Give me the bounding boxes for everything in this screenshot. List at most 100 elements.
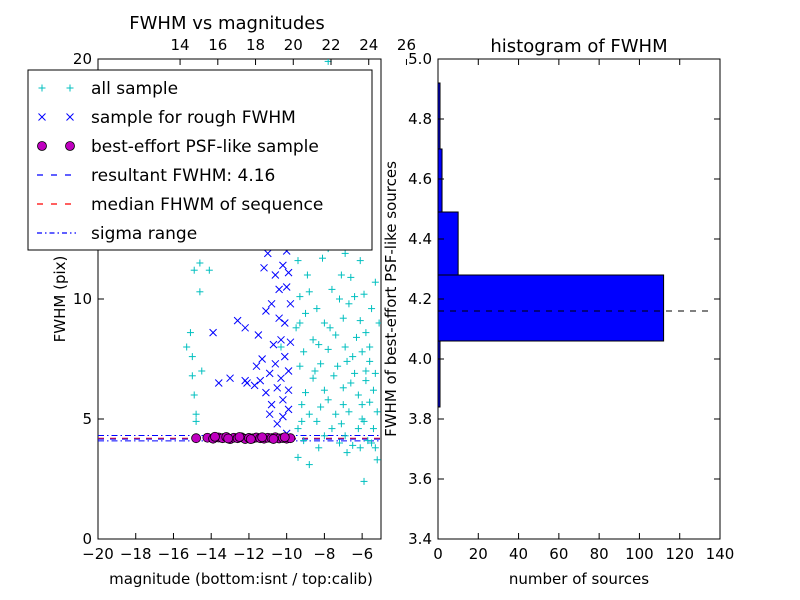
x-tick-label: 20: [469, 545, 488, 563]
scatter-x-label: magnitude (bottom:isnt / top:calib): [109, 570, 373, 588]
rough-sample-point: [233, 316, 242, 325]
all-sample-point: [320, 319, 328, 327]
rough-sample-point: [269, 340, 278, 349]
scatter-title: FWHM vs magnitudes: [129, 13, 324, 34]
all-sample-point: [339, 314, 347, 322]
x-tick-label: −8: [313, 545, 335, 563]
x-tick-label: −12: [233, 545, 265, 563]
all-sample-point: [349, 441, 357, 449]
all-sample-point: [326, 324, 334, 332]
all-sample-point: [337, 271, 345, 279]
all-sample-point: [205, 266, 213, 274]
rough-sample-point: [241, 323, 250, 332]
all-sample-point: [354, 425, 362, 433]
all-sample-point: [366, 398, 374, 406]
rough-sample-point: [214, 379, 223, 387]
all-sample-point: [311, 367, 319, 375]
x-tick-label: −16: [158, 545, 190, 563]
rough-sample-point: [286, 299, 295, 308]
x-tick-label: −18: [120, 545, 152, 563]
all-sample-point: [300, 348, 308, 356]
top-tick-label: 18: [246, 36, 265, 54]
legend-entry: sample for rough FWHM: [38, 108, 296, 128]
all-sample-point: [341, 249, 349, 257]
all-sample-point: [192, 410, 200, 418]
legend-label: all sample: [91, 79, 178, 99]
all-sample-point: [366, 357, 374, 365]
all-sample-point: [371, 278, 379, 286]
x-tick-label: −6: [351, 545, 373, 563]
all-sample-point: [303, 271, 311, 279]
all-sample-point: [369, 386, 377, 394]
all-sample-point: [313, 417, 321, 425]
rough-sample-point: [263, 249, 272, 258]
top-tick-label: 14: [171, 36, 190, 54]
y-tick-label: 4.0: [408, 350, 432, 368]
all-sample-point: [358, 401, 366, 409]
legend-label: median FHWM of sequence: [91, 195, 323, 215]
all-sample-point: [356, 257, 364, 265]
top-tick-label: 24: [359, 36, 378, 54]
all-sample-point: [320, 386, 328, 394]
rough-sample-point: [284, 405, 293, 414]
legend-entry: sigma range: [37, 224, 197, 244]
all-sample-point: [360, 477, 368, 485]
all-sample-point: [349, 353, 357, 361]
rough-sample-point: [258, 355, 266, 363]
all-sample-point: [343, 449, 351, 457]
all-sample-point: [302, 389, 310, 397]
legend-entry: all sample: [38, 79, 178, 99]
x-tick-label: −10: [271, 545, 303, 563]
all-sample-point: [190, 266, 198, 274]
best-effort-point: [268, 434, 279, 444]
x-tick-label: 80: [590, 545, 609, 563]
all-sample-point: [324, 396, 332, 404]
y-tick-label: 10: [73, 290, 92, 308]
rough-sample-point: [273, 419, 282, 428]
all-sample-point: [313, 305, 321, 313]
rough-sample-point: [262, 388, 270, 397]
x-tick-label: 140: [706, 545, 735, 563]
rough-sample-point: [267, 299, 276, 308]
all-sample-point: [368, 439, 376, 447]
all-sample-point: [296, 362, 304, 370]
all-sample-point: [373, 456, 381, 464]
y-tick-label: 4.8: [408, 110, 432, 128]
all-sample-point: [362, 329, 370, 337]
all-sample-point: [302, 309, 310, 317]
best-effort-point: [223, 433, 234, 444]
all-sample-point: [330, 372, 338, 380]
all-sample-point: [362, 377, 370, 385]
rough-sample-point: [250, 381, 259, 390]
legend-x-icon: [66, 113, 74, 121]
all-sample-point: [317, 403, 325, 411]
histogram-bar: [437, 82, 441, 150]
rough-sample-point: [286, 338, 295, 347]
scatter-legend: all sample sample for rough FWHM best-effo…: [27, 69, 373, 251]
rough-sample-point: [209, 328, 217, 337]
all-sample-point: [196, 259, 204, 267]
histogram-y-label: FWHM of best-effort PSF-like sources: [382, 161, 400, 437]
rough-sample-point: [254, 331, 263, 339]
x-tick-label: 40: [509, 545, 528, 563]
legend-entry: median FHWM of sequence: [37, 195, 323, 215]
all-sample-point: [294, 257, 302, 265]
all-sample-point: [319, 254, 327, 262]
all-sample-point: [366, 343, 374, 351]
all-sample-point: [298, 401, 306, 409]
all-sample-point: [335, 295, 343, 303]
all-sample-point: [341, 343, 349, 351]
rough-sample-point: [275, 285, 283, 294]
rough-sample-point: [271, 271, 280, 279]
rough-sample-point: [279, 261, 287, 270]
scatter-y-label: FWHM (pix): [51, 256, 69, 343]
rough-sample-point: [280, 319, 289, 327]
all-sample-point: [186, 329, 194, 337]
legend-label: sample for rough FWHM: [91, 108, 296, 128]
all-sample-point: [339, 384, 347, 392]
y-tick-label: 3.8: [408, 410, 432, 428]
all-sample-point: [354, 391, 362, 399]
all-sample-point: [347, 379, 355, 387]
all-sample-point: [341, 432, 349, 440]
best-effort-point: [191, 433, 202, 444]
